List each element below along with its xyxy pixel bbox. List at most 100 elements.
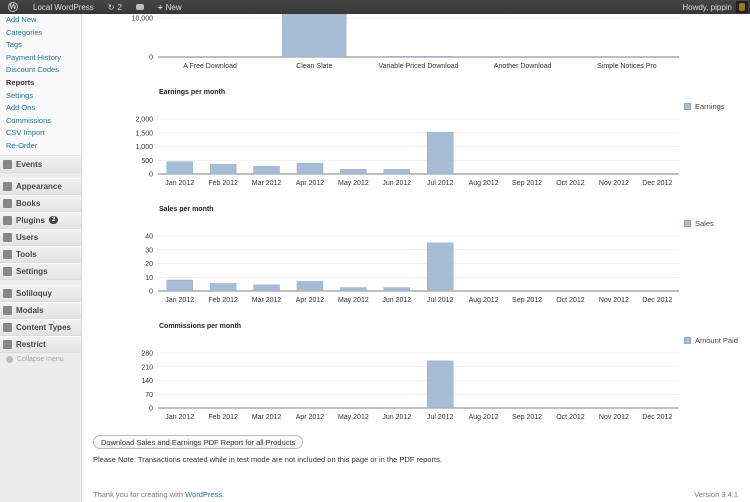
appearance-icon: [3, 181, 12, 191]
x-tick-label: Feb 2012: [208, 297, 238, 304]
pin-icon: [3, 322, 12, 332]
menu-item[interactable]: Books: [0, 194, 81, 212]
chart-legend: Sales: [684, 219, 714, 228]
legend-swatch: [684, 220, 691, 227]
x-tick-label: Aug 2012: [469, 297, 499, 304]
y-tick-label: 10,000: [132, 16, 154, 23]
y-tick-label: 40: [145, 234, 153, 241]
menu-item[interactable]: Content Types: [0, 318, 81, 336]
menu-item[interactable]: Restrict: [0, 335, 81, 353]
y-tick-label: 20: [145, 261, 153, 268]
submenu-item[interactable]: Discount Codes: [6, 65, 59, 75]
y-tick-label: 140: [141, 378, 153, 385]
x-tick-label: Jan 2012: [165, 180, 194, 187]
test-mode-note: Please Note: Transactions created while …: [93, 455, 442, 464]
howdy-account[interactable]: Howdy, pippin: [675, 0, 732, 14]
bar: [296, 163, 324, 175]
comments-link[interactable]: [129, 0, 151, 14]
menu-item-label: Modals: [16, 305, 44, 315]
y-tick-label: 210: [141, 364, 153, 371]
x-tick-label: Jul 2012: [427, 414, 454, 421]
legend-label: Sales: [695, 219, 714, 228]
updates-link[interactable]: ↻ 2: [101, 0, 129, 14]
x-tick-label: Oct 2012: [556, 414, 585, 421]
chart-title: Earnings per month: [159, 89, 226, 96]
x-tick-label: Sep 2012: [512, 297, 542, 304]
x-tick-label: Jan 2012: [165, 297, 194, 304]
bar: [253, 166, 280, 175]
y-tick-label: 2,000: [135, 117, 153, 124]
menu-item[interactable]: Users: [0, 228, 81, 246]
downloads-earnings-chart: 0 10,000 A Free Download Clean Slate Variabl…: [83, 13, 750, 79]
x-tick-label: Mar 2012: [252, 414, 282, 421]
menu-item[interactable]: Events: [0, 155, 81, 173]
menu-item[interactable]: Modals: [0, 301, 81, 319]
wordpress-link[interactable]: WordPress: [185, 490, 223, 499]
x-tick-label: Simple Notices Pro: [597, 63, 657, 70]
x-tick-label: Variable Priced Download: [378, 63, 458, 70]
x-tick-label: May 2012: [338, 414, 369, 421]
main-content: 0 10,000 A Free Download Clean Slate Variabl…: [83, 13, 750, 502]
comment-icon: [135, 4, 144, 10]
y-tick-label: 1,500: [135, 130, 153, 137]
submenu-item[interactable]: Settings: [6, 90, 34, 100]
update-count-badge: 2: [48, 216, 59, 225]
x-tick-label: Nov 2012: [599, 180, 629, 187]
x-tick-label: Oct 2012: [556, 297, 585, 304]
bar: [296, 281, 324, 292]
menu-item-label: Content Types: [16, 322, 71, 332]
bar: [340, 287, 367, 292]
x-tick-label: Jul 2012: [427, 180, 454, 187]
x-tick-label: May 2012: [338, 180, 369, 187]
menu-item[interactable]: Plugins 2: [0, 211, 81, 229]
plus-icon: +: [157, 2, 163, 12]
submenu-item[interactable]: Tags: [6, 40, 22, 50]
submenu-item[interactable]: Reports: [6, 77, 35, 87]
calendar-icon: [3, 159, 12, 169]
wordpress-logo-icon[interactable]: W: [8, 2, 18, 12]
legend-swatch: [684, 337, 691, 344]
collapse-icon: [6, 356, 13, 364]
menu-item-label: Tools: [16, 249, 37, 259]
y-tick-label: 0: [149, 172, 153, 179]
bar: [340, 169, 367, 175]
y-tick-label: 1,000: [135, 144, 153, 151]
y-tick-label: 0: [149, 55, 153, 62]
tools-icon: [3, 249, 12, 259]
admin-menu: Events Appearance Books Plugins 2 Users Tools S…: [0, 155, 81, 353]
site-name-link[interactable]: Local WordPress: [26, 0, 101, 14]
chart-title: Sales per month: [159, 206, 214, 213]
restrict-icon: [3, 339, 12, 349]
download-pdf-report-button[interactable]: Download Sales and Earnings PDF Report f…: [93, 435, 304, 449]
x-tick-label: Oct 2012: [556, 180, 585, 187]
menu-item[interactable]: Settings: [0, 262, 81, 280]
submenu-item[interactable]: Re-Order: [6, 140, 38, 150]
bar: [166, 161, 193, 175]
menu-item[interactable]: Tools: [0, 245, 81, 263]
x-tick-label: A Free Download: [183, 63, 237, 70]
menu-item-label: Soliloquy: [16, 288, 52, 298]
submenu-item[interactable]: Categories: [6, 27, 43, 37]
settings-icon: [3, 266, 12, 276]
chart-legend: Earnings: [684, 102, 725, 111]
legend-swatch: [684, 103, 691, 110]
collapse-menu-button[interactable]: Collapse menu: [0, 353, 81, 367]
submenu-item[interactable]: Commissions: [6, 115, 52, 125]
submenu-item[interactable]: Add Ons: [6, 103, 36, 113]
submenu-item[interactable]: CSV Import: [6, 128, 45, 138]
menu-item[interactable]: Soliloquy: [0, 284, 81, 302]
updates-count: 2: [117, 2, 122, 12]
menu-item-label: Plugins: [16, 215, 45, 225]
x-tick-label: Sep 2012: [512, 180, 542, 187]
menu-item[interactable]: Appearance: [0, 177, 81, 195]
submenu-item[interactable]: Add New: [6, 15, 37, 24]
menu-item-label: Appearance: [16, 181, 62, 191]
menu-item-label: Events: [16, 159, 43, 169]
menu-item-label: Users: [16, 232, 39, 242]
earnings-bar-chart: 0 500 1,000 1,500 2,000 Jan 2012 Feb 2012 Mar 2…: [135, 117, 679, 187]
downloads-submenu: Add New Categories Tags Payment History Disc…: [0, 14, 81, 156]
avatar[interactable]: [736, 1, 748, 13]
new-content-link[interactable]: + New: [151, 0, 189, 14]
submenu-item[interactable]: Payment History: [6, 52, 62, 62]
bar: [282, 13, 347, 58]
